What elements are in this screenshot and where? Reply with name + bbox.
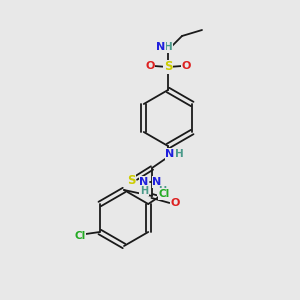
Text: Cl: Cl <box>159 189 170 199</box>
Text: O: O <box>170 198 180 208</box>
Text: N: N <box>165 149 175 159</box>
Text: S: S <box>127 173 135 187</box>
Text: H: H <box>158 186 166 196</box>
Text: N: N <box>156 42 166 52</box>
Text: N: N <box>140 177 148 187</box>
Text: H: H <box>140 186 148 196</box>
Text: S: S <box>164 61 172 74</box>
Text: O: O <box>181 61 191 71</box>
Text: H: H <box>175 149 183 159</box>
Text: O: O <box>145 61 155 71</box>
Text: N: N <box>152 177 162 187</box>
Text: Cl: Cl <box>74 231 85 241</box>
Text: H: H <box>164 42 172 52</box>
